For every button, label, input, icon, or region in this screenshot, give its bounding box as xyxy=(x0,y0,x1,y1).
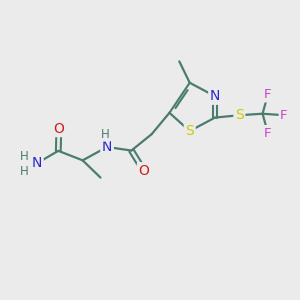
Text: H: H xyxy=(20,150,29,163)
Text: O: O xyxy=(139,164,149,178)
Text: O: O xyxy=(53,122,64,136)
Text: N: N xyxy=(210,89,220,103)
Text: F: F xyxy=(264,88,272,101)
Text: S: S xyxy=(185,124,194,138)
Text: F: F xyxy=(264,127,272,140)
Text: N: N xyxy=(32,156,42,170)
Text: H: H xyxy=(101,128,110,141)
Text: H: H xyxy=(20,165,29,178)
Text: N: N xyxy=(102,140,112,154)
Text: S: S xyxy=(235,108,244,122)
Text: F: F xyxy=(280,109,288,122)
